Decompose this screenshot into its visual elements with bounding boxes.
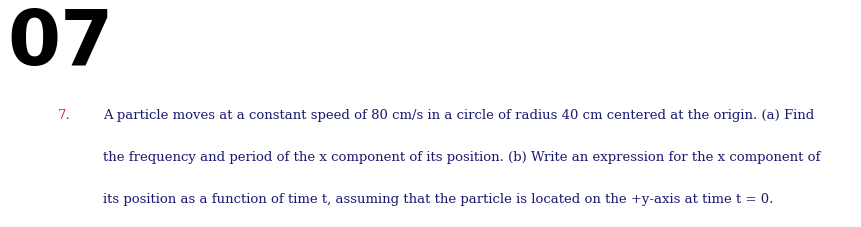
Text: the frequency and period of the x component of its position. (b) Write an expres: the frequency and period of the x compon… <box>103 151 820 164</box>
Text: 07: 07 <box>7 7 113 81</box>
Text: 7.: 7. <box>58 109 71 122</box>
Text: A particle moves at a constant speed of 80 cm/s in a circle of radius 40 cm cent: A particle moves at a constant speed of … <box>103 109 814 122</box>
Text: its position as a function of time t, assuming that the particle is located on t: its position as a function of time t, as… <box>103 193 773 206</box>
